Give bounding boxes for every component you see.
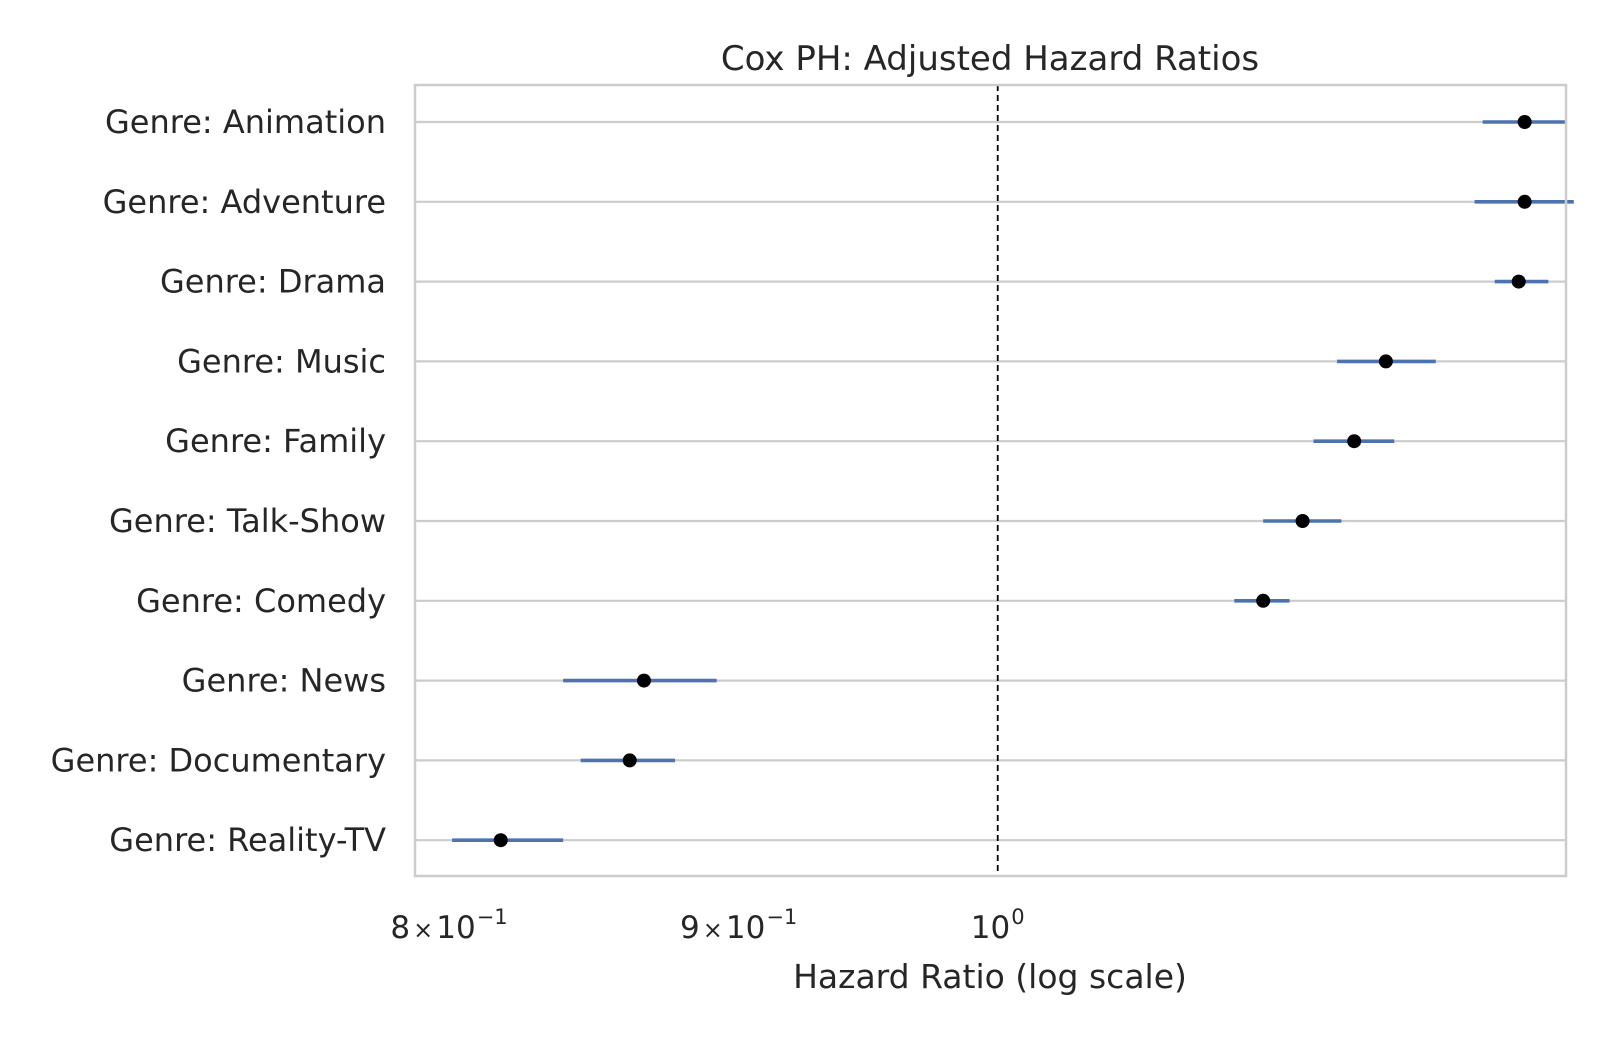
chart-title: Cox PH: Adjusted Hazard Ratios [721, 39, 1259, 79]
hazard-ratio-point [1517, 115, 1532, 129]
category-label: Genre: Animation [105, 103, 386, 141]
category-label: Genre: Talk-Show [109, 502, 386, 540]
category-label: Genre: Documentary [51, 741, 386, 779]
category-label: Genre: Family [165, 422, 386, 460]
category-label: Genre: Reality-TV [109, 821, 386, 859]
x-tick-labels: 8 ×10−1 9 ×10−1 100 [390, 905, 1024, 946]
hazard-ratio-point [1256, 593, 1271, 608]
confidence-intervals [452, 120, 1574, 843]
hazard-ratio-point [1378, 354, 1393, 369]
category-label: Genre: Comedy [136, 582, 386, 620]
hazard-ratio-point [1517, 194, 1532, 209]
hazard-ratio-point [622, 753, 637, 768]
x-tick-label: 9 ×10−1 [680, 905, 797, 946]
hazard-ratio-point [636, 673, 651, 688]
plot-frame [413, 83, 1568, 878]
category-label: Genre: Music [177, 342, 386, 380]
hazard-ratio-point [1347, 434, 1362, 449]
x-tick-label: 8 ×10−1 [390, 905, 507, 946]
x-tick-label: 100 [971, 905, 1025, 946]
hazard-ratio-points [493, 115, 1532, 848]
hazard-ratio-point [493, 833, 508, 848]
x-axis-label: Hazard Ratio (log scale) [793, 957, 1187, 996]
category-label: Genre: Adventure [103, 183, 386, 221]
gridlines [415, 120, 1566, 842]
hazard-ratio-point [1295, 514, 1310, 528]
category-label: Genre: Drama [160, 263, 386, 301]
hazard-ratio-point [1511, 274, 1526, 289]
category-labels: Genre: Animation Genre: Adventure Genre: D… [51, 103, 386, 859]
category-label: Genre: News [182, 662, 386, 700]
